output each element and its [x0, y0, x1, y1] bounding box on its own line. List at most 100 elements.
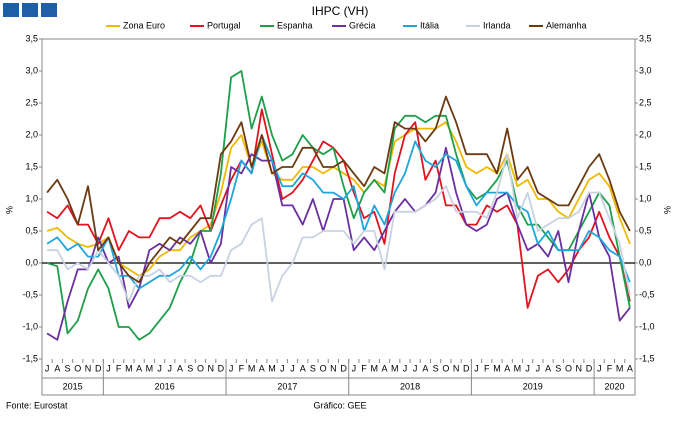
- y-tick-label: 0,0: [25, 257, 38, 267]
- x-tick-label: N: [576, 363, 583, 373]
- series-line: [46, 146, 631, 341]
- x-tick-label: A: [545, 363, 551, 373]
- x-tick-label: A: [504, 363, 510, 373]
- x-tick-label: D: [340, 363, 347, 373]
- x-tick-label: S: [433, 363, 439, 373]
- y-tick-label: -1,0: [22, 321, 38, 331]
- y-tick-label: 1,5: [25, 161, 38, 171]
- x-tick-label: J: [474, 363, 479, 373]
- x-tick-label: S: [555, 363, 561, 373]
- x-tick-label: N: [453, 363, 460, 373]
- y-tick-label: 1,0: [25, 193, 38, 203]
- x-tick-label: A: [627, 363, 633, 373]
- year-label: 2016: [155, 381, 175, 391]
- x-tick-label: A: [54, 363, 60, 373]
- y-axis-label: %: [4, 206, 14, 214]
- legend-label: Grécia: [349, 20, 376, 30]
- credit: Gráfico: GEE: [313, 400, 366, 410]
- series-line: [46, 70, 631, 341]
- x-tick-label: J: [45, 363, 50, 373]
- y2-tick-label: 1,0: [639, 193, 652, 203]
- x-tick-label: O: [197, 363, 204, 373]
- x-tick-label: M: [391, 363, 399, 373]
- x-tick-label: F: [361, 363, 367, 373]
- year-label: 2017: [277, 381, 297, 391]
- x-tick-label: O: [74, 363, 81, 373]
- y2-tick-label: 3,5: [639, 33, 652, 43]
- year-label: 2020: [605, 381, 625, 391]
- y2-tick-label: 2,5: [639, 97, 652, 107]
- x-tick-label: A: [177, 363, 183, 373]
- x-tick-label: O: [442, 363, 449, 373]
- x-tick-label: M: [371, 363, 379, 373]
- x-tick-label: A: [422, 363, 428, 373]
- y2-tick-label: 3,0: [639, 65, 652, 75]
- y2-tick-label: 0,0: [639, 257, 652, 267]
- series-line: [46, 95, 631, 284]
- x-tick-label: F: [484, 363, 490, 373]
- x-tick-label: M: [268, 363, 276, 373]
- year-label: 2019: [523, 381, 543, 391]
- x-tick-label: M: [493, 363, 501, 373]
- y2-axis-label: %: [662, 206, 672, 214]
- legend-label: Irlanda: [483, 20, 511, 30]
- x-tick-label: A: [259, 363, 265, 373]
- series-line: [46, 108, 631, 309]
- legend-label: Zona Euro: [123, 20, 165, 30]
- series-line: [46, 134, 631, 290]
- x-tick-label: F: [607, 363, 613, 373]
- x-tick-label: D: [95, 363, 102, 373]
- legend-label: Portugal: [207, 20, 241, 30]
- x-tick-label: O: [565, 363, 572, 373]
- legend-label: Alemanha: [546, 20, 587, 30]
- x-tick-label: J: [168, 363, 173, 373]
- y2-tick-label: 2,0: [639, 129, 652, 139]
- y-tick-label: -0,5: [22, 289, 38, 299]
- x-tick-label: M: [514, 363, 522, 373]
- y-tick-label: 2,5: [25, 97, 38, 107]
- x-tick-label: J: [290, 363, 295, 373]
- x-tick-label: J: [413, 363, 418, 373]
- x-tick-label: J: [229, 363, 234, 373]
- logo-square: [41, 3, 57, 17]
- x-tick-label: J: [106, 363, 111, 373]
- y-tick-label: 0,5: [25, 225, 38, 235]
- x-tick-label: J: [280, 363, 285, 373]
- x-tick-label: N: [207, 363, 214, 373]
- y-tick-label: 2,0: [25, 129, 38, 139]
- x-tick-label: F: [239, 363, 245, 373]
- logo-square: [3, 3, 19, 17]
- x-tick-label: M: [146, 363, 154, 373]
- x-tick-label: J: [157, 363, 162, 373]
- y2-tick-label: -0,5: [639, 289, 655, 299]
- x-tick-label: F: [116, 363, 122, 373]
- x-tick-label: A: [382, 363, 388, 373]
- x-tick-label: A: [136, 363, 142, 373]
- x-tick-label: J: [597, 363, 602, 373]
- year-label: 2015: [63, 381, 83, 391]
- x-tick-label: D: [218, 363, 225, 373]
- x-tick-label: S: [310, 363, 316, 373]
- x-tick-label: M: [248, 363, 256, 373]
- logo-square: [22, 3, 38, 17]
- chart-title: IHPC (VH): [312, 4, 369, 18]
- x-tick-label: J: [352, 363, 357, 373]
- x-tick-label: D: [463, 363, 470, 373]
- y-tick-label: 3,5: [25, 33, 38, 43]
- year-label: 2018: [400, 381, 420, 391]
- y-tick-label: 3,0: [25, 65, 38, 75]
- source: Fonte: Eurostat: [6, 400, 68, 410]
- x-tick-label: O: [320, 363, 327, 373]
- x-tick-label: S: [65, 363, 71, 373]
- legend-label: Itália: [420, 20, 439, 30]
- x-tick-label: N: [85, 363, 92, 373]
- y-tick-label: -1,5: [22, 353, 38, 363]
- legend-label: Espanha: [277, 20, 313, 30]
- x-tick-label: M: [125, 363, 133, 373]
- series-line: [47, 153, 631, 303]
- y2-tick-label: -1,5: [639, 353, 655, 363]
- y2-tick-label: -1,0: [639, 321, 655, 331]
- x-tick-label: M: [616, 363, 624, 373]
- x-tick-label: J: [403, 363, 408, 373]
